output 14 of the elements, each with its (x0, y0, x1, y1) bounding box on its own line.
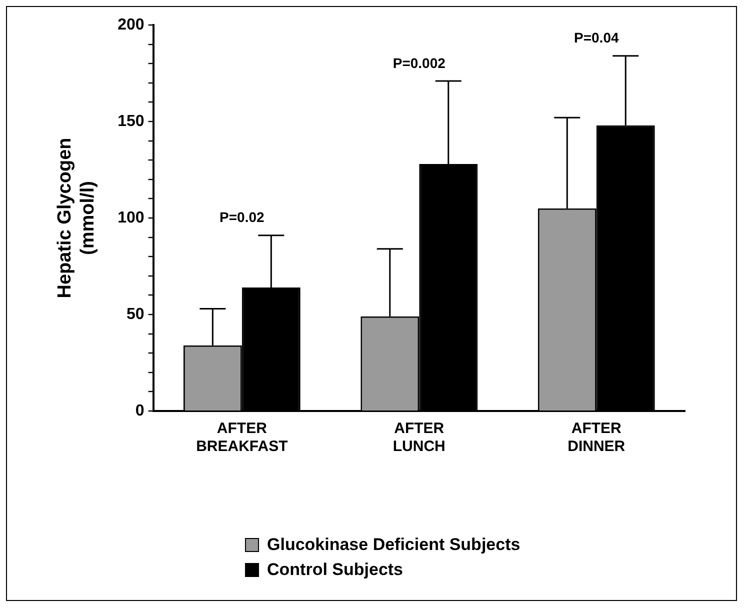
annotation: P=0.02 (220, 209, 265, 226)
x-tick-label: AFTER LUNCH (392, 420, 446, 456)
legend-label: Control Subjects (267, 560, 404, 580)
y-tick-label: 100 (118, 209, 144, 226)
y-tick-label: 150 (118, 112, 144, 130)
y-axis-title: Hepatic Glycogen (mmol/l) (54, 138, 98, 298)
legend-label: Glucokinase Deficient Subjects (267, 535, 520, 555)
x-tick-label: AFTER BREAKFAST (196, 420, 288, 456)
x-tick-label: AFTER DINNER (568, 420, 626, 456)
y-tick-label: 0 (135, 402, 144, 420)
y-tick-label: 200 (118, 16, 144, 34)
y-tick-label: 50 (126, 306, 144, 323)
annotation: P=0.002 (392, 54, 446, 71)
annotation: P=0.04 (574, 30, 619, 46)
